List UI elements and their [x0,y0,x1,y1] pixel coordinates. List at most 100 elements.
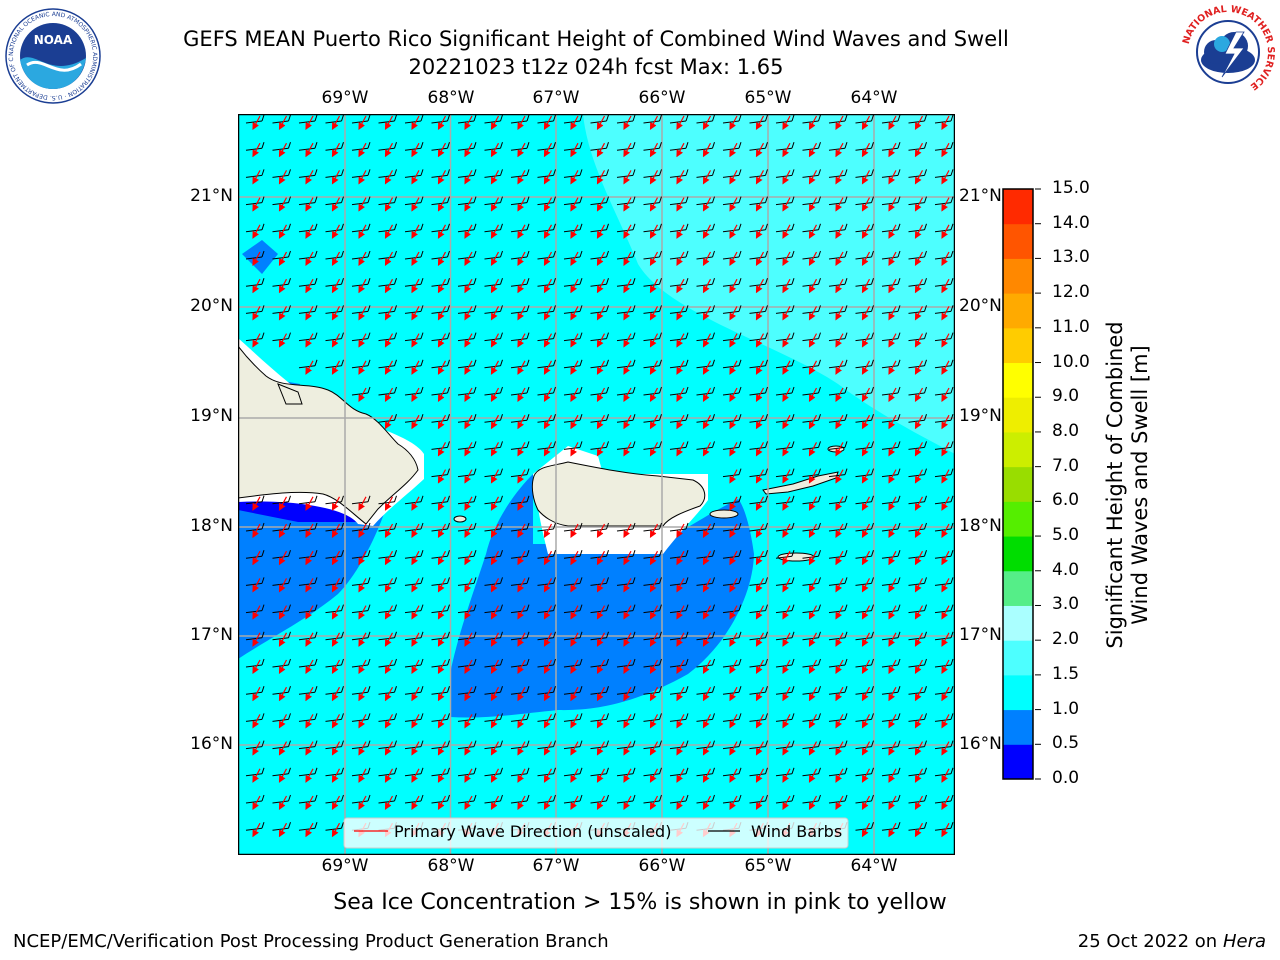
wave-direction-arrow [490,632,500,647]
wind-barb [749,386,768,396]
wave-direction-arrow [278,224,288,239]
wind-barb [855,250,874,260]
wind-barb [457,223,477,233]
wind-barb [881,332,901,342]
wind-barb [908,822,927,831]
wave-direction-arrow [729,115,738,131]
wind-barb [775,332,795,342]
wave-direction-arrow [305,550,314,566]
wind-barb [325,713,344,722]
wind-barb [855,196,874,206]
colorbar-title-line2: Wind Waves and Swell [m] [1128,345,1152,625]
wave-direction-arrow [596,387,606,403]
wind-barb [775,414,795,423]
wave-direction-arrow [411,197,420,212]
wind-barb [510,169,530,178]
wind-barb [457,441,477,450]
wave-direction-arrow [570,306,579,321]
wind-barb [722,522,742,532]
wave-direction-arrow [331,659,341,675]
wave-direction-arrow [490,550,500,566]
wave-direction-arrow [914,550,924,566]
wave-direction-arrow [914,414,924,430]
wind-barb [802,441,821,450]
wind-barb [272,332,291,342]
wave-direction-arrow [888,142,897,158]
wave-direction-arrow [490,170,500,185]
wave-direction-arrow [384,197,394,212]
wave-direction-arrow [490,414,500,430]
wind-barb [457,658,477,668]
wave-direction-arrow [941,659,950,675]
wind-barb [934,794,954,804]
colorbar-tick-label: 3.0 [1052,594,1080,615]
wave-direction-arrow [464,387,473,403]
legend-barb-label: Wind Barbs [751,822,842,841]
colorbar-segment [1003,605,1033,641]
wind-barb [669,359,689,369]
wind-barb [802,359,821,369]
wind-barb [775,767,795,777]
wind-barb [802,740,821,750]
wave-direction-arrow [782,578,791,593]
wind-barb [802,522,821,532]
wave-direction-arrow [888,686,897,702]
wind-barb [484,604,503,614]
wind-barb [828,658,848,668]
wind-barb [431,740,450,750]
wave-direction-arrow [888,523,897,539]
wind-barb [272,767,291,777]
wind-barb [881,604,901,614]
wave-direction-arrow [835,414,844,430]
wind-barb [855,386,874,396]
wind-barb [484,359,503,369]
wind-barb [457,305,477,314]
wave-direction-arrow [437,333,447,348]
wind-barb [431,658,450,668]
wind-barb [749,794,768,804]
wind-barb [537,441,556,450]
wind-barb [484,686,503,695]
wave-direction-arrow [808,251,818,267]
wave-direction-arrow [384,605,394,620]
wind-barb [775,196,795,206]
wave-direction-arrow [411,251,420,267]
wave-direction-arrow [729,632,738,647]
wind-barb [855,713,874,722]
wave-direction-arrow [596,224,606,239]
wind-barb [643,386,662,396]
wave-direction-arrow [649,115,659,131]
wind-barb [537,740,556,750]
wind-barb [855,495,874,505]
lon-label-bottom-64w: 64°W [850,856,898,876]
wind-barb [404,658,424,668]
legend-wave-label: Primary Wave Direction (unscaled) [394,822,671,841]
wind-barb [457,359,477,369]
wave-direction-arrow [888,251,897,267]
wind-barb [855,278,874,287]
wind-barb [881,142,901,151]
wave-direction-arrow [596,605,606,620]
wave-direction-arrow [835,170,844,185]
wave-direction-arrow [861,414,871,430]
wind-barb [934,604,954,614]
wind-barb [404,686,424,695]
wave-direction-arrow [702,115,712,131]
wave-direction-arrow [384,387,394,403]
wave-direction-arrow [517,550,526,566]
wind-barb [828,767,848,777]
wave-direction-arrow [623,278,632,294]
wind-barb [908,250,927,260]
wind-barb [802,250,821,260]
wind-barb [934,767,954,777]
wind-barb [828,631,848,641]
wind-barb [722,740,742,750]
wind-barb [828,278,848,287]
wind-barb [484,386,503,396]
mona-island [453,515,467,523]
wind-barb [669,441,689,450]
wind-barb [643,142,662,151]
wind-barb [590,767,609,777]
wind-barb [775,305,795,314]
wind-barb [828,550,848,559]
